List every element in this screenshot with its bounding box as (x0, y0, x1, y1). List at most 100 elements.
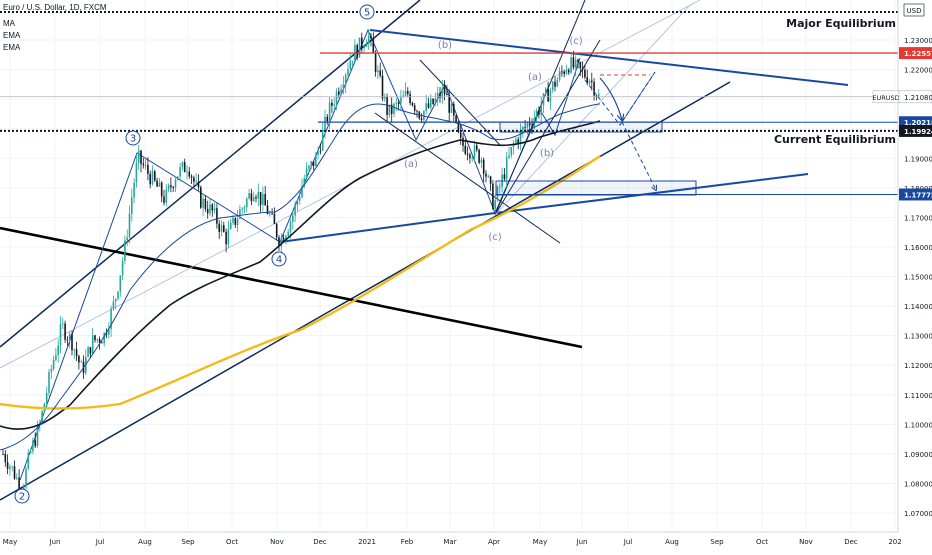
wave-label-4-circle (271, 251, 287, 267)
candle-body (558, 71, 561, 80)
time-tick-label: 202 (888, 538, 901, 546)
candle-body (554, 81, 556, 87)
projection-arrow-solid (599, 77, 622, 120)
candle-body (411, 103, 414, 106)
candle-body (289, 221, 292, 232)
time-tick-label: Feb (401, 538, 414, 546)
time-tick-label: Jul (623, 538, 633, 546)
subwave-label-a1: (a) (404, 159, 418, 170)
support-line (279, 212, 496, 243)
candle-body (142, 163, 145, 166)
subwave-label-a2: (a) (528, 72, 542, 83)
time-tick-label: Nov (270, 538, 284, 546)
candle-body (239, 209, 241, 219)
projection-arrow (621, 121, 656, 190)
time-tick-label: Sep (710, 538, 724, 546)
candle-body (117, 291, 119, 299)
candle-body (188, 171, 191, 177)
candle-body (98, 339, 101, 343)
candle-body (48, 371, 50, 393)
candle-body (331, 102, 333, 106)
time-tick-label: May (3, 538, 17, 546)
candle-body (181, 162, 184, 168)
fan-line (374, 112, 561, 244)
candle-body (487, 176, 490, 178)
candle-body (78, 355, 80, 363)
candle-body (542, 93, 545, 106)
candle-body (6, 462, 9, 469)
candle-body (229, 222, 232, 230)
candle-body (464, 145, 467, 154)
candle-body (264, 194, 266, 206)
candle-body (476, 145, 478, 150)
candle-body (190, 176, 193, 178)
fan-line (419, 59, 501, 146)
candle-body (367, 35, 370, 44)
wave-label-5-circle (359, 4, 375, 20)
candle-body (448, 95, 450, 113)
candle-body (105, 332, 108, 335)
candle-body (409, 93, 411, 104)
candle-body (135, 162, 138, 183)
indicator-ema-label-2: EMA (3, 43, 21, 52)
candle-body (87, 347, 89, 358)
candle-body (223, 225, 225, 232)
candle-body (443, 87, 446, 94)
candle-body (344, 74, 347, 85)
candle-body (547, 88, 549, 102)
candle-body (57, 345, 59, 355)
candle-body (133, 182, 135, 198)
current-equilibrium-label: Current Equilibrium (774, 133, 896, 146)
candle-body (225, 231, 227, 245)
candle-body (266, 205, 269, 214)
price-tick-label: 1.08000 (904, 480, 932, 488)
candle-body (388, 104, 391, 115)
candle-body (144, 165, 147, 166)
price-tick-label: 1.09000 (904, 451, 932, 459)
subwave-label-b2: (b) (540, 148, 554, 159)
candle-body (515, 139, 517, 144)
candle-body (131, 197, 133, 214)
candle-body (121, 260, 124, 276)
candle-body (52, 359, 55, 369)
candle-body (154, 171, 156, 181)
candle-body (103, 332, 105, 344)
candle-body (89, 347, 92, 354)
candle-body (326, 116, 329, 122)
time-tick-label: Sep (181, 538, 195, 546)
candle-body (137, 150, 140, 163)
candle-body (2, 453, 4, 455)
candle-body (338, 91, 340, 95)
candle-body (328, 102, 331, 122)
candle-body (459, 132, 462, 138)
candle-body (257, 192, 260, 199)
candle-body (335, 91, 338, 105)
candle-body (508, 155, 510, 158)
black-trend-line (0, 226, 583, 349)
candle-body (584, 69, 586, 78)
candle-body (372, 38, 375, 54)
candle-body (241, 208, 243, 210)
candle-body (64, 323, 66, 340)
candle-body (216, 208, 218, 224)
candle-body (18, 477, 20, 492)
candle-body (425, 103, 427, 111)
candle-body (526, 123, 529, 128)
symbol-label: EURUSD (872, 94, 899, 102)
candle-body (174, 179, 177, 188)
candle-body (149, 173, 151, 185)
candle-body (407, 91, 409, 94)
candle-body (432, 98, 434, 104)
candle-body (94, 335, 96, 341)
candle-body (287, 231, 289, 236)
candle-body (75, 349, 78, 356)
candle-body (27, 452, 30, 469)
candle-body (91, 335, 94, 354)
candle-body (436, 92, 439, 99)
candle-body (522, 127, 524, 131)
price-tick-label: 1.15000 (904, 274, 932, 282)
price-tick-label: 1.12000 (904, 362, 932, 370)
candle-body (441, 87, 444, 98)
